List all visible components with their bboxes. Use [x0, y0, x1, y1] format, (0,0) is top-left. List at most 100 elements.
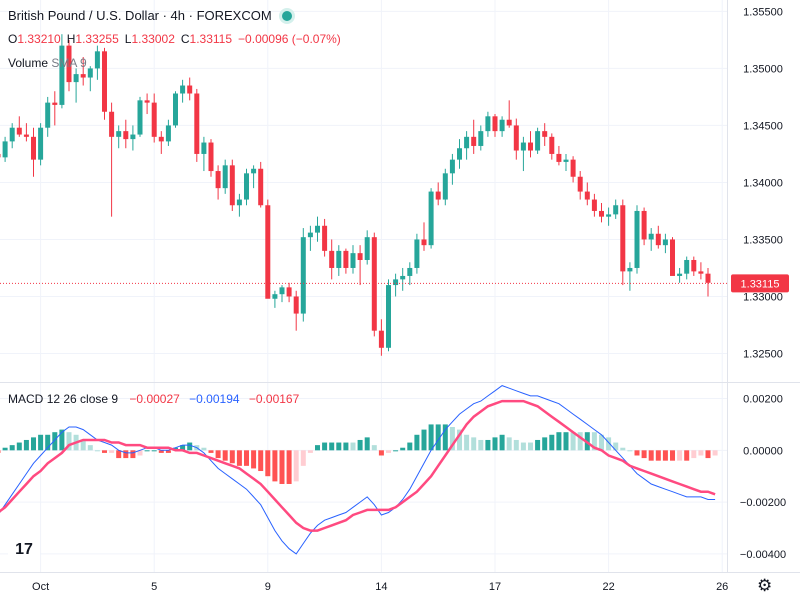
- candle-body: [627, 267, 633, 272]
- macd-histogram-bar: [691, 450, 697, 459]
- macd-histogram-bar: [94, 450, 100, 452]
- candle-body: [215, 171, 221, 189]
- macd-histogram-bar: [109, 450, 115, 453]
- ohlc-legend: O1.33210 H1.33255 L1.33002 C1.33115 −0.00096…: [8, 32, 347, 46]
- macd-histogram-bar: [478, 439, 484, 451]
- candle-body: [641, 210, 647, 240]
- candle-body: [563, 159, 569, 162]
- macd-histogram-bar: [648, 450, 654, 461]
- candle-body: [648, 233, 654, 240]
- macd-histogram-bar: [87, 445, 93, 451]
- macd-label: MACD: [8, 392, 44, 406]
- macd-histogram-bar: [591, 432, 597, 451]
- candle-body: [400, 275, 406, 280]
- macd-hist-value: −0.00027: [129, 392, 180, 406]
- macd-histogram-bar: [9, 445, 15, 451]
- macd-histogram-bar: [144, 450, 150, 452]
- candle-body: [506, 119, 512, 126]
- candle-body: [130, 134, 136, 140]
- candle-body: [528, 142, 533, 151]
- symbol-legend[interactable]: British Pound / U.S. Dollar · 4h · FOREX…: [8, 8, 292, 23]
- candle-body: [194, 93, 200, 154]
- macd-histogram-bar: [158, 450, 164, 453]
- macd-axis-tick: −0.00400: [740, 549, 786, 561]
- candle-body: [222, 165, 228, 189]
- time-axis-tick: 22: [602, 581, 614, 593]
- candle-body: [59, 45, 65, 105]
- candle-body: [66, 45, 72, 83]
- macd-histogram-bar: [293, 450, 299, 482]
- candle-body: [414, 239, 420, 268]
- candle-body: [201, 142, 207, 154]
- candle-body: [151, 102, 157, 137]
- macd-histogram-bar: [421, 429, 427, 451]
- price-axis-tick: 1.32500: [743, 348, 783, 360]
- candle-body: [485, 116, 491, 132]
- candle-body: [634, 210, 640, 268]
- candle-body: [173, 93, 178, 126]
- macd-legend[interactable]: MACD 12 26 close 9 −0.00027 −0.00194 −0.…: [8, 392, 299, 406]
- candle-body: [520, 142, 526, 151]
- macd-histogram-bar: [244, 450, 249, 466]
- tradingview-logo[interactable]: 17: [8, 538, 40, 562]
- macd-histogram-bar: [471, 437, 477, 451]
- candle-body: [691, 259, 697, 272]
- close-value: 1.33115: [189, 32, 233, 46]
- macd-histogram-bar: [66, 432, 72, 451]
- macd-histogram-bar: [599, 434, 604, 451]
- macd-histogram-bar: [549, 434, 555, 451]
- macd-histogram-bar: [357, 439, 363, 451]
- time-axis-tick: 14: [375, 581, 387, 593]
- candle-body: [457, 148, 462, 160]
- macd-histogram-bar: [251, 450, 257, 469]
- last-price-badge: [731, 274, 789, 293]
- macd-histogram-bar: [315, 445, 320, 451]
- macd-histogram-bar: [52, 432, 58, 451]
- macd-histogram-bar: [31, 437, 36, 451]
- macd-histogram-bar: [329, 442, 335, 451]
- macd-histogram-bar: [449, 427, 455, 451]
- candle-body: [236, 199, 242, 206]
- candle-body: [38, 127, 44, 160]
- candle-body: [16, 127, 22, 135]
- volume-legend[interactable]: Volume SMA 9: [8, 56, 87, 70]
- candle-body: [435, 191, 441, 200]
- candle-body: [9, 127, 15, 142]
- change-value: −0.00096 (−0.07%): [238, 32, 341, 46]
- macd-histogram-bar: [400, 447, 406, 451]
- macd-histogram-bar: [378, 450, 384, 456]
- candle-body: [272, 294, 278, 299]
- high-value: 1.33255: [75, 32, 119, 46]
- macd-axis-tick: 0.00000: [743, 445, 783, 457]
- candle-body: [45, 102, 51, 128]
- macd-histogram-bar: [180, 445, 186, 451]
- candle-body: [620, 205, 626, 272]
- macd-histogram-bar: [165, 450, 171, 453]
- macd-histogram-bar: [279, 450, 285, 484]
- macd-histogram-bar: [485, 439, 491, 451]
- macd-histogram-bar: [364, 437, 370, 451]
- macd-histogram-bar: [492, 437, 498, 451]
- macd-signal-line: [0, 399, 716, 532]
- candle-body: [599, 210, 604, 217]
- volume-sma-label: SMA 9: [51, 56, 87, 70]
- volume-label: Volume: [8, 56, 49, 70]
- macd-histogram-bar: [662, 450, 668, 461]
- open-key: O: [8, 32, 18, 46]
- gear-icon[interactable]: ⚙: [757, 576, 773, 595]
- candle-body: [144, 100, 150, 103]
- macd-histogram-bar: [45, 434, 51, 451]
- macd-histogram-bar: [59, 429, 65, 451]
- candle-body: [350, 253, 356, 268]
- candle-body: [670, 239, 675, 276]
- candle-body: [329, 250, 335, 268]
- price-axis-tick: 1.34500: [743, 120, 783, 132]
- close-key: C: [180, 32, 190, 46]
- macd-histogram-bar: [201, 447, 207, 451]
- time-axis-tick: 17: [489, 581, 501, 593]
- last-price-label: 1.33115: [741, 278, 780, 290]
- macd-histogram-bar: [513, 439, 519, 451]
- candle-body: [265, 205, 271, 299]
- macd-histogram-bar: [457, 429, 462, 451]
